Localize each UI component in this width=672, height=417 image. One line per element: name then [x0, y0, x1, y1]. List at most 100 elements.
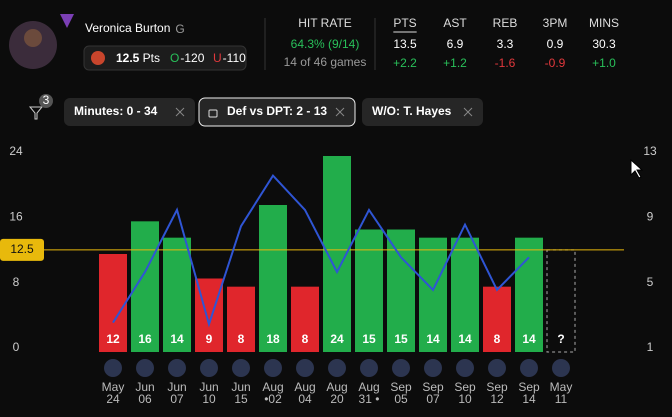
- filter-count: 3: [43, 93, 50, 107]
- team-logo: [520, 359, 538, 377]
- bar-label: 14: [522, 332, 536, 346]
- minutes-line: [112, 173, 530, 328]
- bar-label: 8: [302, 332, 309, 346]
- x-tick-label: Sep 12: [486, 380, 508, 406]
- team-logo: [552, 359, 570, 377]
- filter-label: W/O: T. Hayes: [372, 104, 452, 118]
- filter-pill[interactable]: [362, 98, 483, 126]
- book-logo: [91, 51, 105, 65]
- bar-label: 24: [330, 332, 344, 346]
- line-pill[interactable]: [83, 45, 247, 71]
- bar: [419, 237, 447, 352]
- bar: [291, 286, 319, 352]
- team-logo: [136, 359, 154, 377]
- bar: [227, 286, 255, 352]
- team-logo: [264, 359, 282, 377]
- team-logo: [424, 359, 442, 377]
- bar: [259, 205, 287, 352]
- x-tick-label: Jun 07: [167, 380, 186, 406]
- under-odds: -110: [223, 51, 246, 65]
- bar-label: ?: [557, 332, 564, 346]
- stat-label[interactable]: MINS: [589, 16, 619, 30]
- stat-label[interactable]: REB: [493, 16, 518, 30]
- stat-delta: -0.9: [545, 56, 566, 70]
- bar: [483, 286, 511, 352]
- player-name: Veronica Burton: [85, 21, 170, 35]
- under-label: U: [213, 51, 222, 65]
- stat-value: 0.9: [547, 37, 564, 51]
- bar: [451, 237, 479, 352]
- bar-label: 14: [170, 332, 184, 346]
- y-tick-label: 16: [9, 210, 23, 224]
- x-tick-label: Jun 06: [135, 380, 154, 406]
- filter-pill[interactable]: [198, 97, 356, 127]
- x-tick-label: Aug 20: [326, 380, 347, 406]
- x-tick-label: Sep 07: [422, 380, 444, 406]
- team-logo: [328, 359, 346, 377]
- filter-close[interactable]: [175, 107, 185, 117]
- team-logo: [104, 359, 122, 377]
- y-tick-label: 0: [13, 340, 20, 354]
- team-logo: [296, 359, 314, 377]
- hit-rate-title: HIT RATE: [298, 16, 352, 30]
- bar: [515, 237, 543, 352]
- bar-label: 14: [426, 332, 440, 346]
- bar: [99, 254, 127, 352]
- bar-label: 9: [206, 332, 213, 346]
- filter-badge: [39, 94, 53, 108]
- stat-value: 13.5: [393, 37, 417, 51]
- y-tick-label: 24: [9, 144, 23, 158]
- team-logo: [168, 359, 186, 377]
- bar-label: 8: [494, 332, 501, 346]
- y2-tick-label: 5: [647, 275, 654, 289]
- x-tick-label: Aug 04: [294, 380, 315, 406]
- bar-label: 18: [266, 332, 280, 346]
- team-logo: [456, 359, 474, 377]
- over-odds: -120: [180, 51, 204, 65]
- y2-tick-label: 1: [647, 340, 654, 354]
- x-tick-label: Aug •02: [262, 380, 283, 406]
- games-count: 14 of 46 games: [284, 55, 367, 69]
- y2-tick-label: 9: [647, 210, 654, 224]
- stat-delta: +1.2: [443, 56, 467, 70]
- team-logo: [360, 359, 378, 377]
- stat-delta: -1.6: [495, 56, 516, 70]
- bar-label: 12: [106, 332, 120, 346]
- over-label: O: [170, 51, 179, 65]
- bar: [163, 237, 191, 352]
- stat-label[interactable]: AST: [443, 16, 467, 30]
- filter-pill[interactable]: [64, 98, 195, 126]
- filter-close[interactable]: [463, 107, 473, 117]
- prop-line: 12.5: [116, 51, 140, 65]
- bar-label: 14: [458, 332, 472, 346]
- bar-label: 8: [238, 332, 245, 346]
- filter-label: Minutes: 0 - 34: [74, 104, 158, 118]
- threshold-label: 12.5: [10, 242, 34, 256]
- filter-icon[interactable]: [28, 106, 44, 120]
- y-tick-label: 8: [13, 275, 20, 289]
- lock-icon: [208, 109, 218, 118]
- player-position: G: [175, 22, 184, 36]
- x-tick-label: Sep 10: [454, 380, 476, 406]
- stat-label[interactable]: 3PM: [543, 16, 568, 30]
- stat-value: 30.3: [592, 37, 616, 51]
- team-logo: [200, 359, 218, 377]
- filter-close[interactable]: [335, 107, 345, 117]
- stat-delta: +1.0: [592, 56, 616, 70]
- bar-label: 16: [138, 332, 152, 346]
- team-logo: [392, 359, 410, 377]
- filter-label: Def vs DPT: 2 - 13: [227, 104, 327, 118]
- stat-label[interactable]: PTS: [393, 16, 416, 30]
- bar-label: 15: [362, 332, 376, 346]
- x-tick-label: Sep 14: [518, 380, 540, 406]
- stat-value: 3.3: [497, 37, 514, 51]
- y2-tick-label: 13: [643, 144, 657, 158]
- threshold-badge: [0, 238, 44, 261]
- x-tick-label: Sep 05: [390, 380, 412, 406]
- hit-rate: 64.3% (9/14): [291, 37, 360, 51]
- team-logo: [488, 359, 506, 377]
- team-logo: [232, 359, 250, 377]
- prop-unit: Pts: [143, 51, 160, 65]
- avatar-head: [24, 29, 42, 47]
